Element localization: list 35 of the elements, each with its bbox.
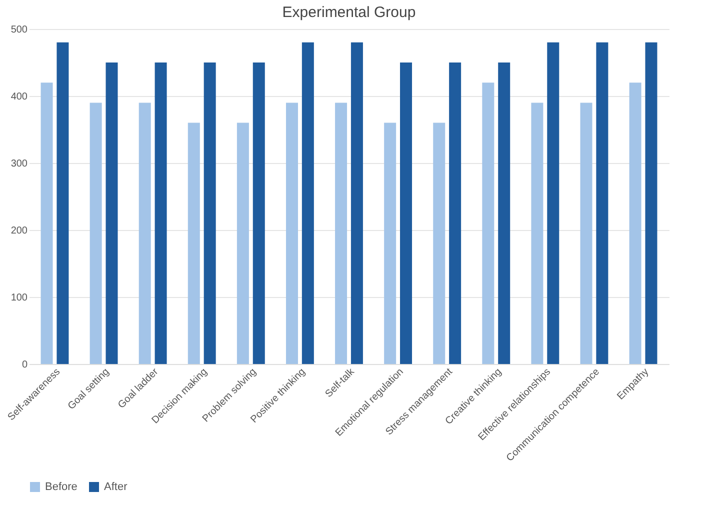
- bar: [629, 82, 642, 364]
- bar: [350, 42, 363, 364]
- bar: [482, 82, 494, 364]
- bar: [56, 42, 69, 364]
- bar: [400, 62, 412, 364]
- y-tick-label: 500: [10, 24, 28, 36]
- bar: [498, 62, 510, 364]
- chart-title: Experimental Group: [282, 4, 416, 21]
- bar: [90, 102, 102, 364]
- bar: [40, 82, 53, 364]
- legend-label: After: [104, 481, 128, 493]
- y-tick-label: 200: [10, 226, 28, 236]
- bar: [252, 62, 265, 364]
- bar: [302, 42, 314, 364]
- bar: [433, 122, 446, 364]
- bar: [106, 62, 118, 364]
- bar: [236, 122, 249, 364]
- y-tick-label: 0: [22, 360, 28, 370]
- y-tick-label: 400: [10, 92, 28, 102]
- legend-label: Before: [45, 481, 78, 493]
- bar: [286, 102, 298, 364]
- bar: [596, 42, 608, 364]
- bar: [531, 102, 544, 364]
- bar: [580, 102, 592, 364]
- bar: [188, 122, 200, 364]
- bar: [384, 122, 396, 364]
- bar: [204, 62, 216, 364]
- bar: [645, 42, 658, 364]
- bar: [547, 42, 560, 364]
- bar: [138, 102, 151, 364]
- bar: [335, 102, 348, 364]
- bar: [449, 62, 462, 364]
- bar: [154, 62, 167, 364]
- y-tick-label: 100: [10, 292, 28, 304]
- y-tick-label: 300: [10, 158, 28, 170]
